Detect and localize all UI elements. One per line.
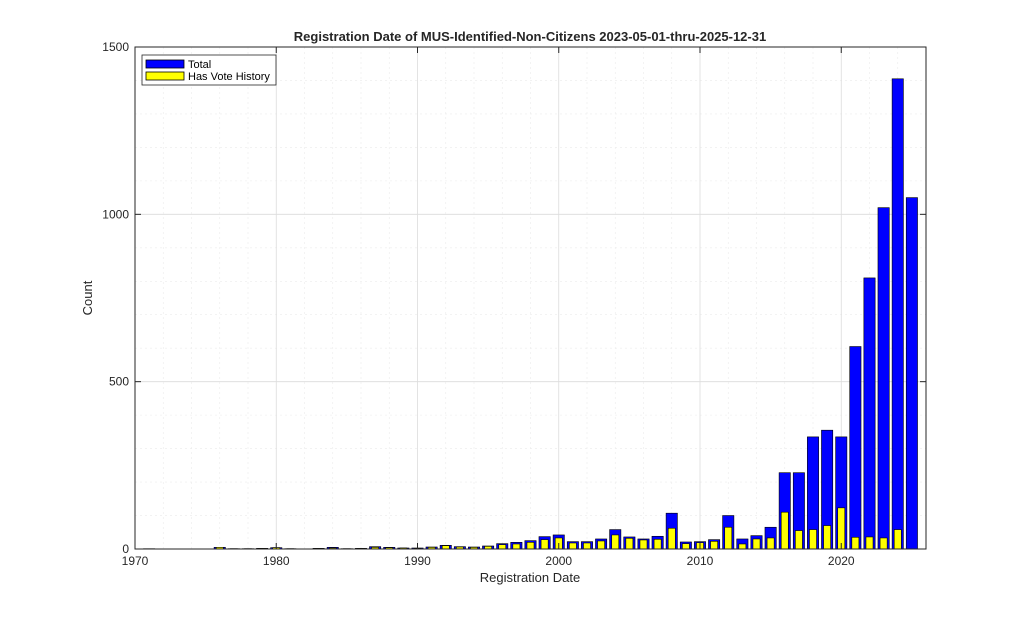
bar-vote-history	[851, 536, 860, 550]
bar-vote-history	[752, 538, 761, 550]
bar-vote-history	[879, 537, 888, 550]
bar-vote-history	[724, 526, 733, 550]
x-tick-label: 2020	[828, 554, 855, 568]
bar-vote-history	[738, 543, 747, 550]
x-tick-label: 1970	[122, 554, 149, 568]
y-tick-label: 1500	[102, 40, 129, 54]
bar-total	[905, 197, 918, 550]
bar-vote-history	[583, 542, 591, 550]
bar-vote-history	[597, 540, 605, 550]
bar-vote-history	[893, 529, 902, 550]
bar-vote-history	[540, 539, 549, 550]
bar-vote-history	[865, 536, 874, 550]
bar-vote-history	[837, 507, 846, 550]
grid-lines	[134, 46, 926, 550]
legend-swatch-vote-history	[145, 71, 185, 81]
ticks-group: 1970 1980 1990 2000 2010 2020 0 500 1000 1500	[102, 40, 926, 568]
legend-label-vote-history: Has Vote History	[188, 71, 270, 83]
bar-vote-history	[639, 539, 648, 550]
legend-label-total: Total	[188, 59, 211, 71]
bar-total	[877, 207, 890, 550]
bar-vote-history	[823, 525, 831, 550]
y-axis-label: Count	[80, 280, 95, 315]
x-tick-label: 1980	[263, 554, 290, 568]
bar-vote-history	[795, 530, 803, 550]
bar-vote-history	[780, 511, 789, 550]
x-tick-label: 2010	[687, 554, 714, 568]
y-tick-label: 1000	[102, 207, 129, 221]
x-tick-label: 1990	[404, 554, 431, 568]
bar-vote-history	[667, 527, 676, 550]
legend: Total Has Vote History	[141, 54, 277, 86]
bar-total	[863, 277, 876, 550]
y-tick-label: 0	[122, 542, 129, 556]
bar-vote-history	[611, 534, 620, 550]
chart-title: Registration Date of MUS-Identified-Non-…	[294, 29, 766, 44]
bar-vote-history	[498, 544, 507, 550]
bar-vote-history	[625, 537, 634, 550]
y-tick-label: 500	[109, 375, 129, 389]
bar-vote-history	[682, 543, 690, 550]
bar-total	[891, 78, 904, 550]
bar-vote-history	[569, 542, 577, 550]
x-tick-label: 2000	[545, 554, 572, 568]
bar-vote-history	[710, 541, 718, 550]
x-axis-label: Registration Date	[480, 570, 580, 585]
bar-vote-history	[526, 542, 535, 550]
bar-vote-history	[441, 545, 450, 550]
bar-vote-history	[809, 529, 817, 550]
bar-total	[849, 346, 862, 550]
bar-vote-history	[512, 543, 521, 550]
plot-frame	[134, 46, 927, 550]
bar-vote-history	[766, 537, 775, 550]
bar-vote-history	[653, 538, 662, 550]
legend-swatch-total	[145, 59, 185, 69]
